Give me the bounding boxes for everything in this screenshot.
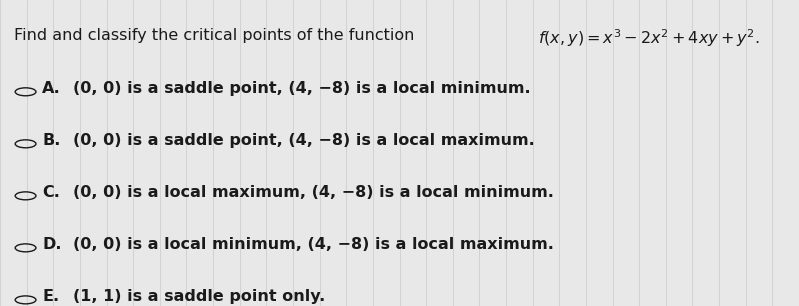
Text: (0, 0) is a local minimum, (4, −8) is a local maximum.: (0, 0) is a local minimum, (4, −8) is a …	[73, 237, 554, 252]
Text: Find and classify the critical points of the function: Find and classify the critical points of…	[14, 28, 420, 43]
Text: (0, 0) is a saddle point, (4, −8) is a local maximum.: (0, 0) is a saddle point, (4, −8) is a l…	[73, 133, 535, 148]
Text: B.: B.	[42, 133, 61, 148]
Text: E.: E.	[42, 289, 59, 304]
Text: C.: C.	[42, 185, 60, 200]
Text: A.: A.	[42, 81, 61, 96]
Text: (0, 0) is a local maximum, (4, −8) is a local minimum.: (0, 0) is a local maximum, (4, −8) is a …	[73, 185, 554, 200]
Text: D.: D.	[42, 237, 62, 252]
Text: (1, 1) is a saddle point only.: (1, 1) is a saddle point only.	[73, 289, 325, 304]
Text: $f(x, y) = x^3 - 2x^2 + 4xy + y^2$.: $f(x, y) = x^3 - 2x^2 + 4xy + y^2$.	[538, 28, 759, 49]
Text: (0, 0) is a saddle point, (4, −8) is a local minimum.: (0, 0) is a saddle point, (4, −8) is a l…	[73, 81, 531, 96]
